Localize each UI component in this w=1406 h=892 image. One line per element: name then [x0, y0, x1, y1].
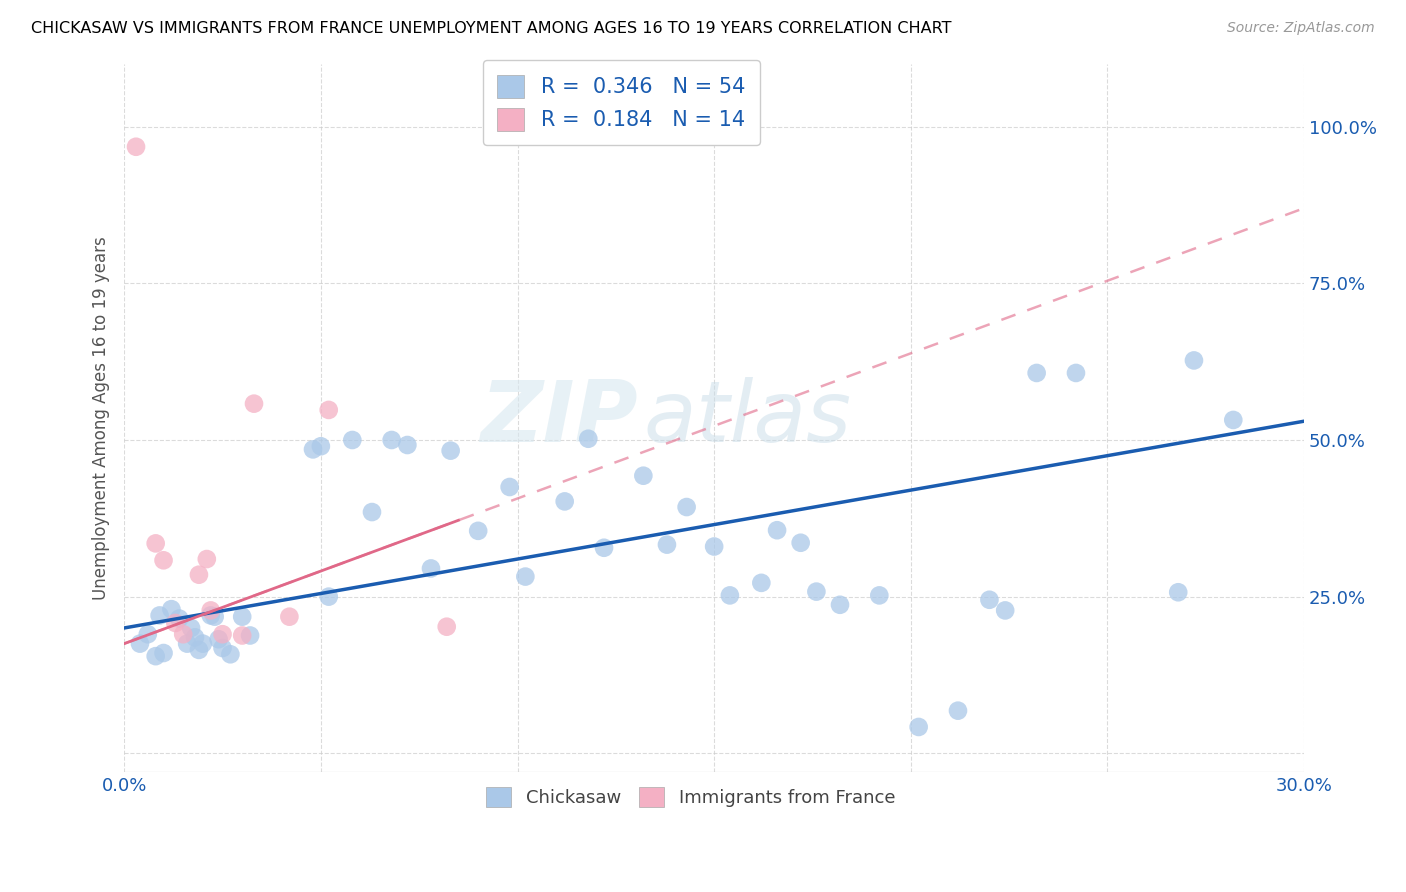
Point: [204, 609, 226, 624]
Point: [789, 535, 811, 549]
Point: [946, 704, 969, 718]
Text: Source: ZipAtlas.com: Source: ZipAtlas.com: [1227, 21, 1375, 35]
Point: [243, 397, 266, 411]
Point: [200, 603, 222, 617]
Point: [219, 647, 242, 661]
Y-axis label: Unemployment Among Ages 16 to 19 years: Unemployment Among Ages 16 to 19 years: [93, 236, 110, 600]
Point: [184, 631, 207, 645]
Point: [145, 649, 167, 664]
Point: [515, 569, 537, 583]
Point: [467, 524, 489, 538]
Point: [420, 561, 443, 575]
Point: [231, 628, 253, 642]
Point: [152, 646, 174, 660]
Point: [633, 468, 655, 483]
Point: [318, 590, 340, 604]
Point: [361, 505, 384, 519]
Point: [302, 442, 325, 457]
Point: [152, 553, 174, 567]
Point: [195, 552, 218, 566]
Point: [180, 621, 202, 635]
Point: [211, 627, 233, 641]
Point: [129, 637, 152, 651]
Point: [1025, 366, 1047, 380]
Point: [436, 620, 458, 634]
Point: [342, 433, 364, 447]
Point: [979, 592, 1001, 607]
Point: [994, 603, 1017, 617]
Point: [145, 536, 167, 550]
Point: [318, 403, 340, 417]
Point: [278, 609, 301, 624]
Point: [381, 433, 404, 447]
Point: [191, 637, 214, 651]
Point: [169, 611, 191, 625]
Legend: Chickasaw, Immigrants from France: Chickasaw, Immigrants from France: [477, 778, 904, 816]
Point: [136, 627, 159, 641]
Point: [1167, 585, 1189, 599]
Point: [868, 588, 890, 602]
Point: [231, 609, 253, 624]
Point: [1182, 353, 1205, 368]
Point: [149, 608, 172, 623]
Text: CHICKASAW VS IMMIGRANTS FROM FRANCE UNEMPLOYMENT AMONG AGES 16 TO 19 YEARS CORRE: CHICKASAW VS IMMIGRANTS FROM FRANCE UNEM…: [31, 21, 952, 36]
Text: ZIP: ZIP: [479, 376, 637, 459]
Point: [828, 598, 851, 612]
Point: [655, 538, 678, 552]
Point: [703, 540, 725, 554]
Point: [749, 575, 772, 590]
Point: [200, 608, 222, 623]
Point: [593, 541, 616, 555]
Point: [1064, 366, 1087, 380]
Point: [207, 632, 229, 647]
Point: [211, 640, 233, 655]
Point: [160, 602, 183, 616]
Point: [172, 627, 194, 641]
Point: [165, 615, 187, 630]
Point: [187, 643, 209, 657]
Point: [766, 523, 789, 537]
Point: [806, 584, 828, 599]
Point: [176, 637, 198, 651]
Point: [440, 443, 463, 458]
Point: [907, 720, 929, 734]
Point: [554, 494, 576, 508]
Point: [187, 567, 209, 582]
Point: [125, 140, 148, 154]
Point: [309, 439, 332, 453]
Point: [718, 588, 741, 602]
Point: [239, 628, 262, 642]
Point: [498, 480, 520, 494]
Point: [396, 438, 419, 452]
Point: [675, 500, 697, 514]
Point: [576, 432, 599, 446]
Text: atlas: atlas: [644, 376, 852, 459]
Point: [1222, 413, 1244, 427]
